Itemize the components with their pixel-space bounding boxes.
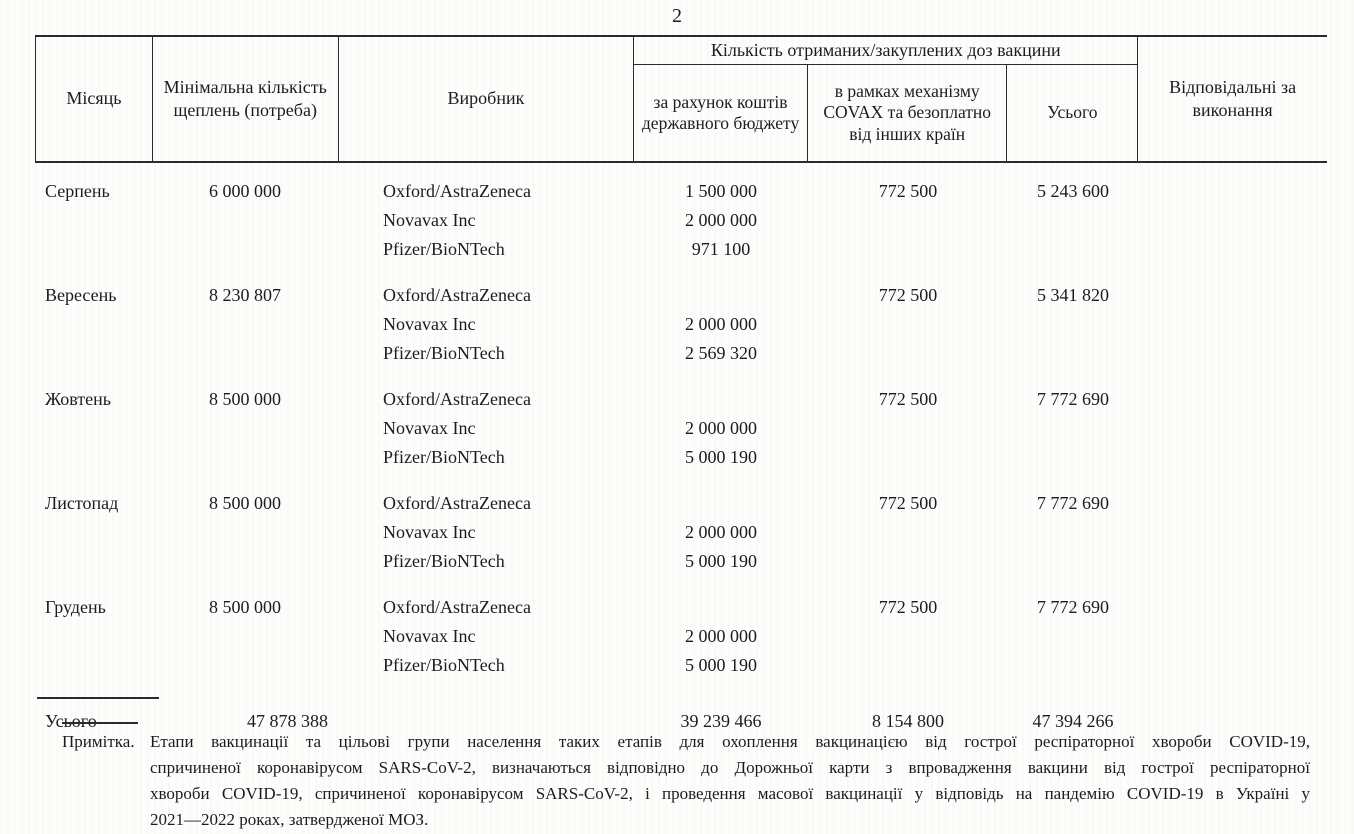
cell-budget: 971 100: [691, 239, 751, 259]
table-row: Листопад 8 500 000 Oxford/AstraZeneca 77…: [35, 489, 1327, 518]
cell-min-count: 6 000 000: [209, 181, 281, 201]
month-block: Грудень 8 500 000 Oxford/AstraZeneca 772…: [35, 593, 1327, 680]
cell-min-count: 8 230 807: [209, 285, 281, 305]
table-row: Pfizer/BioNTech 2 569 320: [35, 339, 1327, 368]
cell-budget: 2 000 000: [685, 418, 757, 438]
cell-covax: 772 500: [878, 181, 938, 201]
cell-manufacturer: Oxford/AstraZeneca: [383, 389, 531, 409]
cell-month: Серпень: [45, 181, 110, 201]
cell-budget: 1 500 000: [685, 181, 757, 201]
table-row: Novavax Inc 2 000 000: [35, 518, 1327, 547]
table-row: Novavax Inc 2 000 000: [35, 310, 1327, 339]
cell-manufacturer: Novavax Inc: [383, 626, 476, 646]
cell-min-count: 8 500 000: [209, 493, 281, 513]
cell-manufacturer: Oxford/AstraZeneca: [383, 285, 531, 305]
table-row: Novavax Inc 2 000 000: [35, 622, 1327, 651]
cell-budget: 5 000 190: [685, 447, 757, 467]
header-month: Місяць: [36, 37, 153, 161]
vaccine-doses-table: Місяць Мінімальна кількість щеплень (пот…: [35, 35, 1327, 736]
table-row: Вересень 8 230 807 Oxford/AstraZeneca 77…: [35, 281, 1327, 310]
cell-total: 5 341 820: [1037, 285, 1109, 305]
header-responsible: Відповідальні за виконання: [1169, 76, 1297, 120]
header-doses-subrow: за рахунок коштів державного бюджету в р…: [634, 65, 1137, 161]
table-body: Серпень 6 000 000 Oxford/AstraZeneca 1 5…: [35, 163, 1327, 680]
footnote-line: спричиненої коронавірусом SARS-CoV-2, ви…: [150, 758, 1310, 777]
cell-manufacturer: Novavax Inc: [383, 210, 476, 230]
cell-manufacturer: Novavax Inc: [383, 418, 476, 438]
cell-manufacturer: Oxford/AstraZeneca: [383, 493, 531, 513]
cell-month: Листопад: [45, 493, 119, 513]
cell-budget: 2 000 000: [685, 522, 757, 542]
total-min-count: 47 878 388: [247, 710, 328, 731]
table-header-row: Місяць Мінімальна кількість щеплень (пот…: [35, 35, 1327, 163]
cell-manufacturer: Novavax Inc: [383, 314, 476, 334]
cell-month: Грудень: [45, 597, 106, 617]
table-row: Pfizer/BioNTech 5 000 190: [35, 651, 1327, 680]
table-row: Серпень 6 000 000 Oxford/AstraZeneca 1 5…: [35, 177, 1327, 206]
cell-manufacturer: Pfizer/BioNTech: [383, 343, 505, 363]
cell-budget: 2 569 320: [685, 343, 757, 363]
footnote-line: 2021—2022 роках, затвердженої МОЗ.: [150, 810, 429, 829]
cell-manufacturer: Pfizer/BioNTech: [383, 551, 505, 571]
cell-min-count: 8 500 000: [209, 389, 281, 409]
header-budget: за рахунок коштів державного бюджету: [634, 65, 808, 161]
table-row: Жовтень 8 500 000 Oxford/AstraZeneca 772…: [35, 385, 1327, 414]
total-budget: 39 239 466: [680, 710, 762, 731]
month-block: Вересень 8 230 807 Oxford/AstraZeneca 77…: [35, 281, 1327, 368]
cell-budget: 2 000 000: [685, 626, 757, 646]
footnote-rule: [62, 722, 138, 724]
total-row: Усього 47 878 388 39 239 466 8 154 800 4…: [35, 706, 1327, 736]
footnote-body: Примітка. Етапи вакцинації та цільові гр…: [62, 729, 1312, 833]
header-covax: в рамках механізму COVAX та безоплатно в…: [808, 65, 1008, 161]
table-row: Pfizer/BioNTech 5 000 190: [35, 443, 1327, 472]
header-doses-group-label: Кількість отриманих/закуплених доз вакци…: [634, 37, 1138, 65]
total-label: Усього: [45, 710, 97, 731]
table-row: Novavax Inc 2 000 000: [35, 414, 1327, 443]
cell-month: Жовтень: [45, 389, 111, 409]
cell-budget: 2 000 000: [685, 210, 757, 230]
header-total: Усього: [1047, 102, 1098, 123]
table-row: Грудень 8 500 000 Oxford/AstraZeneca 772…: [35, 593, 1327, 622]
cell-covax: 772 500: [878, 285, 938, 305]
table-row: Pfizer/BioNTech 5 000 190: [35, 547, 1327, 576]
footnote-line: хвороби COVID-19, спричиненої коронавіру…: [150, 784, 1310, 803]
total-row-rule: [37, 697, 159, 699]
footnote-label: Примітка.: [62, 732, 135, 751]
cell-covax: 772 500: [878, 493, 938, 513]
cell-manufacturer: Novavax Inc: [383, 522, 476, 542]
header-min-count: Мінімальна кількість щеплень (потреба): [153, 37, 339, 161]
cell-manufacturer: Oxford/AstraZeneca: [383, 181, 531, 201]
footnote-line: Етапи вакцинації та цільові групи населе…: [150, 732, 1310, 751]
cell-month: Вересень: [45, 285, 117, 305]
total-covax: 8 154 800: [872, 710, 944, 731]
cell-min-count: 8 500 000: [209, 597, 281, 617]
header-doses-group: Кількість отриманих/закуплених доз вакци…: [634, 37, 1139, 161]
month-block: Жовтень 8 500 000 Oxford/AstraZeneca 772…: [35, 385, 1327, 472]
cell-covax: 772 500: [878, 389, 938, 409]
cell-total: 7 772 690: [1037, 493, 1109, 513]
cell-total: 7 772 690: [1037, 389, 1109, 409]
month-block: Листопад 8 500 000 Oxford/AstraZeneca 77…: [35, 489, 1327, 576]
cell-budget: 5 000 190: [685, 655, 757, 675]
table-row: Novavax Inc 2 000 000: [35, 206, 1327, 235]
footnote: Примітка. Етапи вакцинації та цільові гр…: [62, 722, 1312, 833]
cell-total: 5 243 600: [1037, 181, 1109, 201]
page-number: 2: [672, 5, 682, 27]
cell-budget: 2 000 000: [685, 314, 757, 334]
cell-manufacturer: Pfizer/BioNTech: [383, 239, 505, 259]
header-manufacturer: Виробник: [339, 37, 635, 161]
table-row: Pfizer/BioNTech 971 100: [35, 235, 1327, 264]
month-block: Серпень 6 000 000 Oxford/AstraZeneca 1 5…: [35, 177, 1327, 264]
cell-covax: 772 500: [878, 597, 938, 617]
cell-manufacturer: Pfizer/BioNTech: [383, 655, 505, 675]
total-grand: 47 394 266: [1032, 710, 1114, 731]
cell-budget: 5 000 190: [685, 551, 757, 571]
cell-total: 7 772 690: [1037, 597, 1109, 617]
footnote-text: Етапи вакцинації та цільові групи населе…: [150, 729, 1310, 833]
cell-manufacturer: Oxford/AstraZeneca: [383, 597, 531, 617]
cell-manufacturer: Pfizer/BioNTech: [383, 447, 505, 467]
